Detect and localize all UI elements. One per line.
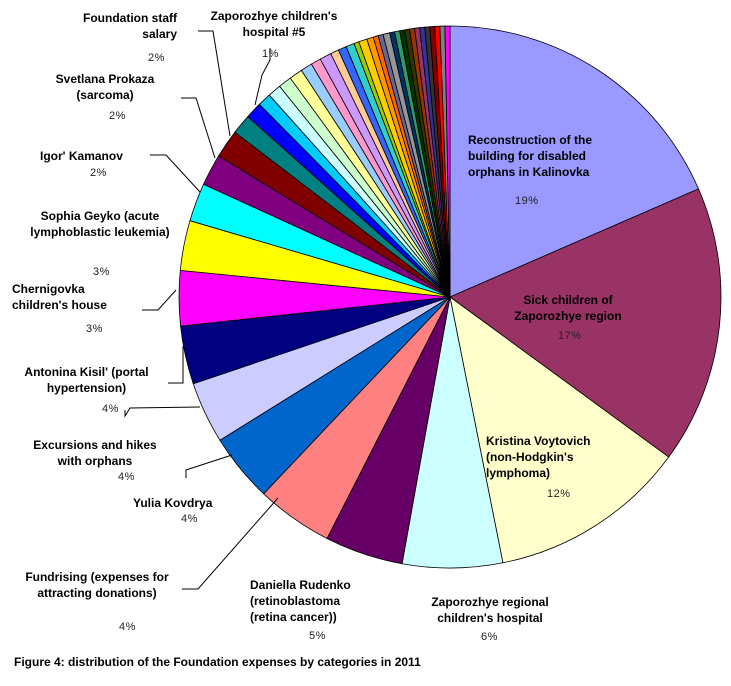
- pct-kristina: 12%: [547, 488, 571, 500]
- leader-line: [124, 406, 201, 418]
- pct-antonina: 4%: [102, 403, 119, 415]
- leader-lines: [124, 30, 279, 590]
- pct-fundrising: 4%: [119, 621, 136, 633]
- pct-regional-hospital: 6%: [481, 631, 498, 643]
- pct-yulia: 4%: [181, 513, 198, 525]
- label-sick-children: Sick children of Zaporozhye region: [514, 293, 622, 323]
- pie-slice-1: [449, 188, 722, 458]
- label-yulia: Yulia Kovdrya: [133, 496, 213, 510]
- label-sophia: Sophia Geyko (acute lymphoblastic leukem…: [30, 209, 170, 239]
- pie-slice-2: [449, 296, 670, 564]
- label-igor: Igor' Kamanov: [40, 149, 123, 163]
- label-chernigovka: Chernigovka children's house: [12, 282, 107, 312]
- leader-line: [168, 346, 184, 384]
- label-antonina: Antonina Kisil' (portal hypertension): [24, 365, 149, 395]
- leader-line: [142, 289, 177, 311]
- label-daniella: Daniella Rudenko (retinoblastoma (retina…: [250, 578, 351, 624]
- leader-line: [198, 30, 231, 137]
- label-svetlana: Svetlana Prokaza (sarcoma): [55, 72, 155, 102]
- leader-line: [150, 154, 201, 193]
- pct-hospital-5: 1%: [262, 48, 279, 60]
- chart-caption: Figure 4: distribution of the Foundation…: [14, 655, 421, 669]
- pct-daniella: 5%: [309, 630, 326, 642]
- pie-slice-0: [449, 25, 700, 298]
- label-kristina: Kristina Voytovich (non-Hodgkin's lympho…: [486, 434, 591, 480]
- label-hospital-5: Zaporozhye children's hospital #5: [210, 9, 338, 39]
- pct-svetlana: 2%: [109, 110, 126, 122]
- label-staff-salary: Foundation staff salary: [83, 11, 177, 41]
- leader-line: [182, 497, 279, 590]
- label-regional-hospital: Zaporozhye regional children's hospital: [431, 595, 549, 625]
- leader-line: [185, 454, 233, 478]
- label-excursions: Excursions and hikes with orphans: [33, 438, 157, 468]
- pct-reconstruction: 19%: [515, 195, 539, 207]
- leader-line: [254, 48, 271, 106]
- label-fundrising: Fundrising (expenses for attracting dona…: [25, 570, 169, 600]
- pct-staff-salary: 2%: [148, 52, 165, 64]
- leader-line: [181, 97, 216, 159]
- pct-igor: 2%: [90, 167, 107, 179]
- pct-chernigovka: 3%: [86, 323, 103, 335]
- pct-sick-children: 17%: [558, 330, 582, 342]
- pct-excursions: 4%: [118, 471, 135, 483]
- pct-sophia: 3%: [93, 266, 110, 278]
- label-reconstruction: Reconstruction of the building for disab…: [468, 133, 593, 179]
- pie-slice-43: [444, 25, 451, 298]
